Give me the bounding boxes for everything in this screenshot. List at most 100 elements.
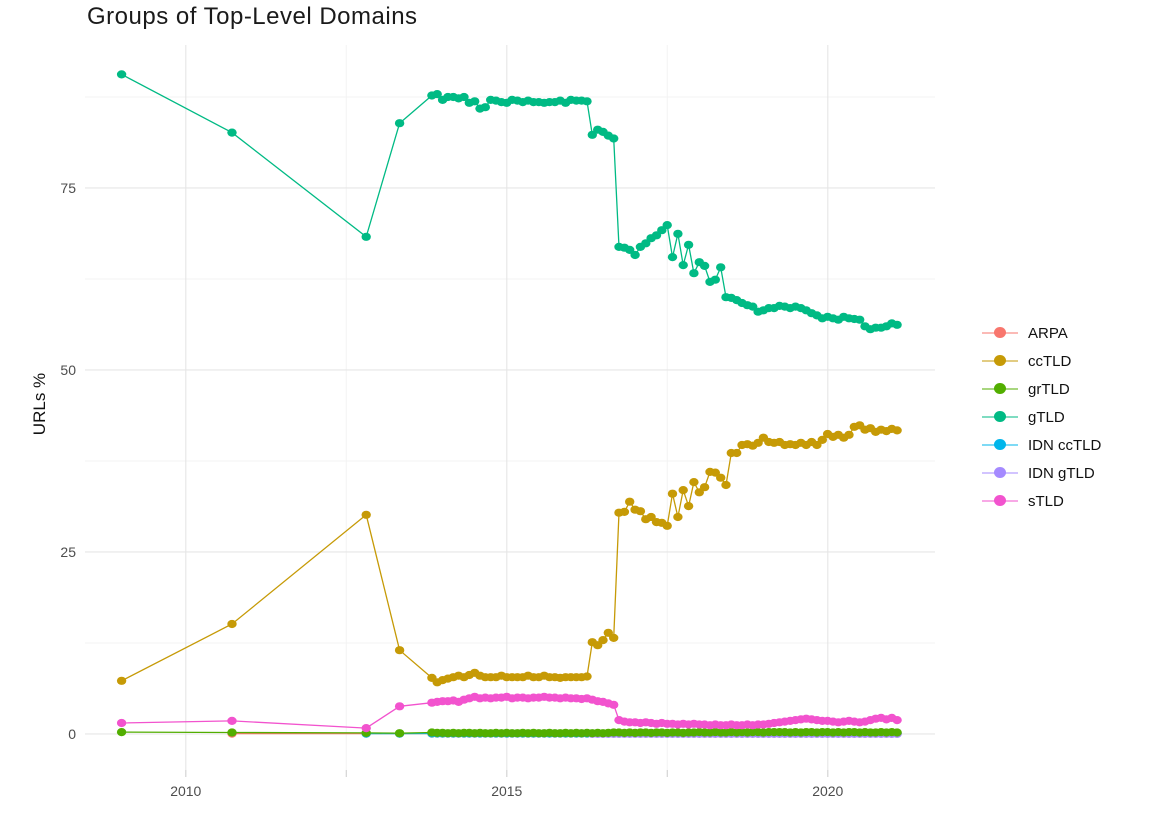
data-point-cctld bbox=[892, 426, 902, 435]
y-tick-label: 75 bbox=[60, 180, 76, 196]
data-point-stld bbox=[394, 702, 405, 711]
data-point-grtld bbox=[227, 728, 237, 737]
series-gtld bbox=[116, 70, 902, 334]
data-point-stld bbox=[227, 716, 237, 726]
legend-item-idn-gtld: IDN gTLD bbox=[982, 459, 1101, 487]
series-stld bbox=[116, 692, 902, 733]
data-point-gtld bbox=[683, 240, 694, 249]
series-cctld bbox=[116, 421, 902, 687]
data-point-cctld bbox=[683, 502, 694, 511]
y-tick-label: 0 bbox=[68, 726, 76, 742]
y-tick-label: 50 bbox=[60, 362, 76, 378]
data-point-cctld bbox=[662, 521, 672, 530]
data-point-gtld bbox=[689, 269, 699, 278]
data-point-gtld bbox=[678, 261, 688, 270]
data-point-gtld bbox=[582, 97, 592, 106]
data-point-stld bbox=[116, 718, 127, 728]
data-point-cctld bbox=[635, 507, 646, 516]
legend-key-dot bbox=[994, 327, 1006, 338]
legend-label: grTLD bbox=[1028, 380, 1070, 398]
data-point-grtld bbox=[892, 728, 902, 737]
legend-key-dot bbox=[994, 411, 1006, 422]
data-point-cctld bbox=[598, 636, 608, 645]
x-tick-label: 2020 bbox=[812, 783, 843, 799]
data-point-cctld bbox=[678, 486, 688, 495]
legend-key-icon bbox=[982, 326, 1018, 340]
data-point-gtld bbox=[227, 128, 237, 137]
legend-key-dot bbox=[994, 383, 1006, 394]
series-line-cctld bbox=[121, 424, 898, 684]
data-point-cctld bbox=[625, 497, 635, 506]
legend-item-grtld: grTLD bbox=[982, 375, 1101, 403]
legend-item-arpa: ARPA bbox=[982, 319, 1101, 347]
legend-key-icon bbox=[982, 494, 1018, 508]
legend-key-icon bbox=[982, 466, 1018, 480]
data-point-cctld bbox=[844, 430, 854, 439]
data-point-gtld bbox=[710, 275, 720, 284]
data-point-cctld bbox=[394, 646, 405, 655]
legend-item-idn-cctld: IDN ccTLD bbox=[982, 431, 1101, 459]
legend-label: ARPA bbox=[1028, 324, 1068, 342]
data-point-cctld bbox=[689, 478, 699, 487]
data-point-cctld bbox=[732, 448, 742, 458]
legend-key-icon bbox=[982, 382, 1018, 396]
x-tick-label: 2010 bbox=[170, 783, 201, 799]
data-point-grtld bbox=[116, 728, 127, 737]
data-point-cctld bbox=[361, 510, 371, 519]
series-line-gtld bbox=[121, 73, 898, 330]
data-point-gtld bbox=[630, 250, 640, 260]
legend-key-dot bbox=[994, 495, 1006, 506]
legend-item-cctld: ccTLD bbox=[982, 347, 1101, 375]
data-point-gtld bbox=[662, 221, 672, 230]
legend-label: gTLD bbox=[1028, 408, 1065, 426]
data-point-gtld bbox=[716, 263, 726, 272]
legend-item-stld: sTLD bbox=[982, 487, 1101, 515]
data-point-gtld bbox=[116, 70, 127, 79]
legend-key-icon bbox=[982, 410, 1018, 424]
legend-key-icon bbox=[982, 354, 1018, 368]
data-point-stld bbox=[361, 724, 371, 733]
data-point-cctld bbox=[227, 619, 237, 629]
data-point-cctld bbox=[699, 483, 710, 492]
y-tick-label: 25 bbox=[60, 544, 76, 560]
legend-item-gtld: gTLD bbox=[982, 403, 1101, 431]
data-point-stld bbox=[609, 700, 619, 709]
data-point-gtld bbox=[480, 103, 490, 112]
data-point-cctld bbox=[116, 676, 127, 685]
data-point-cctld bbox=[721, 480, 731, 490]
chart-legend: ARPA ccTLD grTLD gTLD IDN ccTLD IDN gTLD sTLD bbox=[982, 319, 1101, 515]
data-point-gtld bbox=[699, 261, 710, 270]
chart-title: Groups of Top-Level Domains bbox=[87, 3, 418, 30]
data-point-cctld bbox=[619, 507, 630, 516]
legend-label: ccTLD bbox=[1028, 352, 1072, 370]
data-point-gtld bbox=[667, 253, 678, 262]
data-point-cctld bbox=[673, 512, 683, 522]
data-point-gtld bbox=[892, 320, 902, 329]
x-axis-tick-marks bbox=[185, 770, 829, 777]
data-point-cctld bbox=[582, 672, 592, 681]
data-point-gtld bbox=[470, 97, 480, 106]
gridlines bbox=[85, 45, 935, 770]
legend-key-icon bbox=[982, 438, 1018, 452]
data-point-cctld bbox=[716, 473, 726, 482]
data-point-gtld bbox=[673, 229, 683, 238]
legend-label: sTLD bbox=[1028, 492, 1064, 510]
data-point-cctld bbox=[817, 435, 827, 444]
data-point-stld bbox=[892, 716, 902, 725]
data-point-gtld bbox=[855, 315, 865, 324]
data-point-cctld bbox=[609, 633, 619, 643]
legend-key-dot bbox=[994, 355, 1006, 366]
series-grtld bbox=[116, 728, 902, 738]
legend-key-dot bbox=[994, 439, 1006, 450]
data-point-gtld bbox=[394, 119, 405, 128]
data-point-grtld bbox=[394, 729, 405, 738]
legend-key-dot bbox=[994, 467, 1006, 478]
axis-tick-labels: 0 25 50 75 2010 2015 2020 bbox=[60, 180, 843, 799]
x-tick-label: 2015 bbox=[491, 783, 522, 799]
data-point-gtld bbox=[361, 232, 371, 241]
data-point-gtld bbox=[432, 90, 442, 99]
data-point-gtld bbox=[459, 92, 469, 102]
data-point-cctld bbox=[667, 489, 678, 498]
